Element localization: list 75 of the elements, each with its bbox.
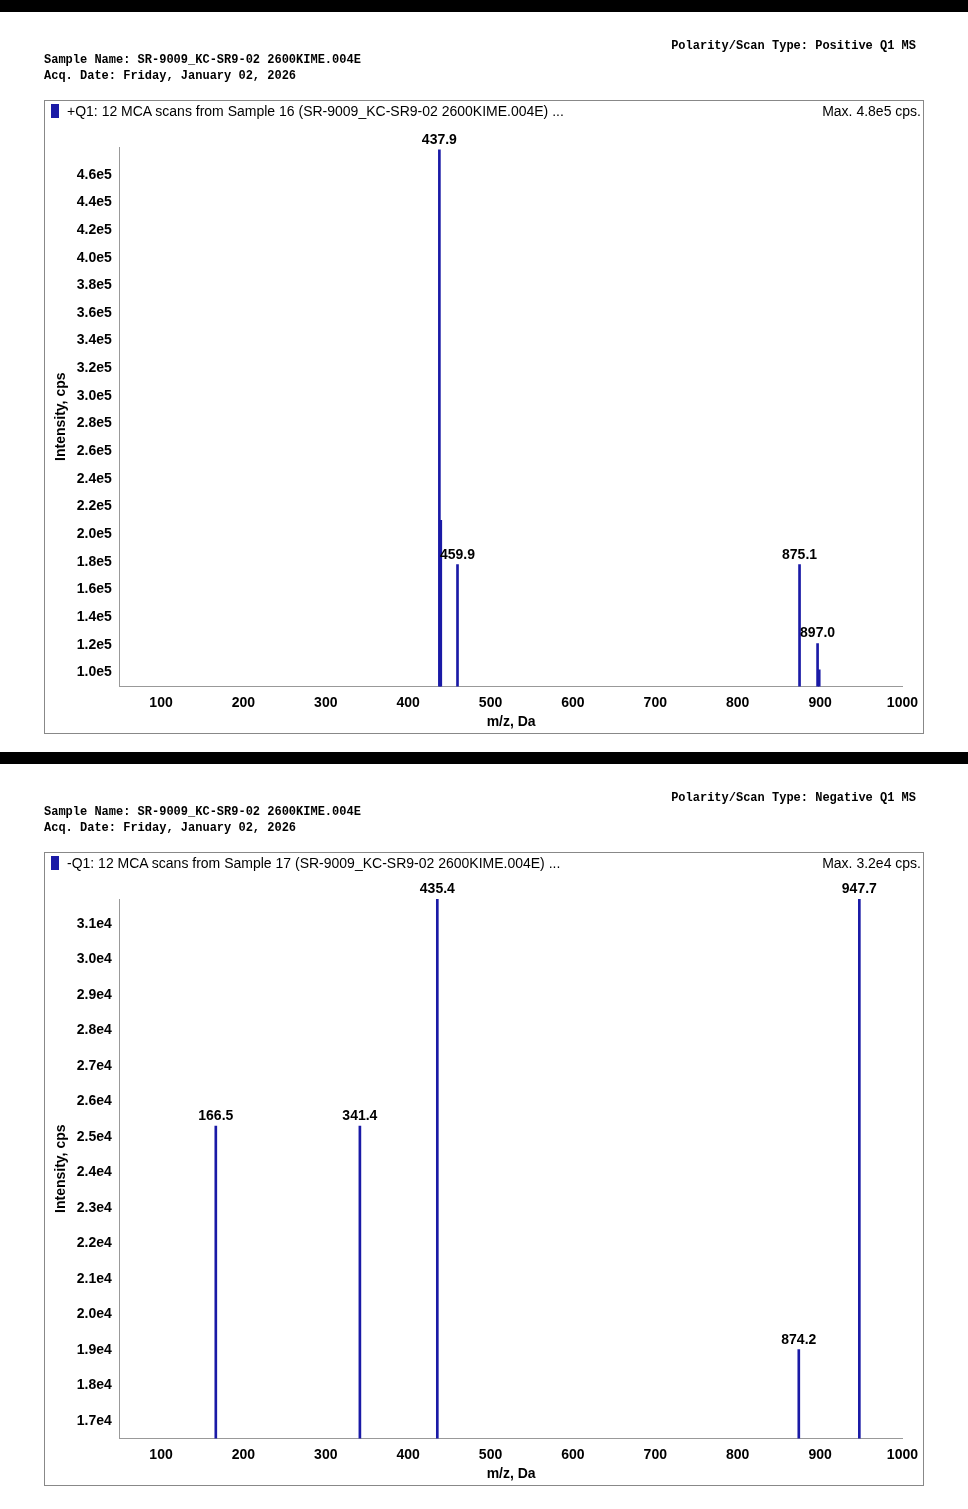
text: Sample Name: SR-9009_KC-SR9-02 2600KIME.004E <box>44 53 362 67</box>
text: Max. 3.2e4 cps. <box>822 855 921 871</box>
y-tick-label: 2.8e5 <box>76 414 113 431</box>
x-tick-label: 200 <box>231 693 256 710</box>
y-tick-label: 2.4e4 <box>76 1163 113 1180</box>
y-tick-label: 3.1e4 <box>76 914 113 931</box>
x-tick-label: 700 <box>643 693 668 710</box>
y-tick-label: 2.9e4 <box>76 985 113 1002</box>
y-tick-label: 4.2e5 <box>76 220 113 237</box>
text: Polarity/Scan Type: Negative Q1 MS <box>671 791 916 805</box>
y-tick-label: 2.5e4 <box>76 1127 113 1144</box>
y-tick-label: 1.8e5 <box>76 552 113 569</box>
text: Acq. Date: Friday, January 02, 2026 <box>44 821 298 835</box>
y-tick-label: 1.0e5 <box>76 663 113 680</box>
y-tick-label: 2.7e4 <box>76 1056 113 1073</box>
y-tick-label: 4.6e5 <box>76 165 113 182</box>
x-tick-label: 400 <box>396 1445 421 1462</box>
x-tick-label: 600 <box>561 693 585 710</box>
x-tick-label: 100 <box>149 1445 173 1462</box>
annotation: 341.4 <box>342 1106 378 1123</box>
x-tick-label: 300 <box>314 1445 338 1462</box>
y-tick-label: 4.0e5 <box>76 248 113 265</box>
annotation: 947.7 <box>841 879 878 896</box>
x-axis-title: m/z, Da <box>486 1465 536 1482</box>
y-tick-label: 1.4e5 <box>76 608 113 625</box>
y-tick-label: 2.6e4 <box>76 1092 113 1109</box>
y-axis-title: Intensity, cps <box>52 1124 69 1213</box>
annotation: 166.5 <box>198 1106 234 1123</box>
y-tick-label: 2.2e4 <box>76 1234 113 1251</box>
y-tick-label: 2.1e4 <box>76 1269 113 1286</box>
text: Sample Name: SR-9009_KC-SR9-02 2600KIME.004E <box>44 805 362 819</box>
y-tick-label: 1.7e4 <box>76 1411 113 1428</box>
y-tick-label: 1.2e5 <box>76 635 113 652</box>
x-tick-label: 1000 <box>886 693 919 710</box>
x-tick-label: 800 <box>725 693 750 710</box>
y-tick-label: 2.2e5 <box>76 497 113 514</box>
annotation: 435.4 <box>419 879 456 896</box>
x-tick-label: 500 <box>478 693 503 710</box>
y-tick-label: 3.4e5 <box>76 331 113 348</box>
x-tick-label: 600 <box>561 1445 585 1462</box>
y-tick-label: 3.0e4 <box>76 950 113 967</box>
legend-label: +Q1: 12 MCA scans from Sample 16 (SR-9009_KC-SR9-02 2600KIME.004E) ... <box>67 103 564 119</box>
y-tick-label: 1.6e5 <box>76 580 113 597</box>
annotation: 437.9 <box>421 130 458 147</box>
y-axis-title: Intensity, cps <box>52 372 69 461</box>
y-tick-label: 1.9e4 <box>76 1340 113 1357</box>
x-tick-label: 100 <box>149 693 173 710</box>
y-tick-label: 2.0e5 <box>76 525 113 542</box>
text: Polarity/Scan Type: Positive Q1 MS <box>671 39 916 53</box>
y-tick-label: 3.2e5 <box>76 359 113 376</box>
text: Acq. Date: Friday, January 02, 2026 <box>44 69 298 83</box>
annotation: 875.1 <box>782 545 818 562</box>
text: Max. 4.8e5 cps. <box>822 103 921 119</box>
x-tick-label: 300 <box>314 693 338 710</box>
legend-label: -Q1: 12 MCA scans from Sample 17 (SR-9009_KC-SR9-02 2600KIME.004E) ... <box>67 855 561 871</box>
y-tick-label: 3.0e5 <box>76 386 113 403</box>
x-tick-label: 200 <box>231 1445 256 1462</box>
y-tick-label: 2.8e4 <box>76 1021 113 1038</box>
y-tick-label: 2.4e5 <box>76 469 113 486</box>
y-tick-label: 4.4e5 <box>76 193 113 210</box>
x-tick-label: 1000 <box>886 1445 919 1462</box>
x-axis-title: m/z, Da <box>486 713 536 730</box>
y-tick-label: 3.6e5 <box>76 303 113 320</box>
x-tick-label: 400 <box>396 693 421 710</box>
x-tick-label: 700 <box>643 1445 668 1462</box>
annotation: 874.2 <box>781 1330 817 1347</box>
y-tick-label: 3.8e5 <box>76 276 113 293</box>
y-tick-label: 1.8e4 <box>76 1376 113 1393</box>
x-tick-label: 900 <box>808 693 832 710</box>
y-tick-label: 2.3e4 <box>76 1198 113 1215</box>
x-tick-label: 800 <box>725 1445 750 1462</box>
y-tick-label: 2.6e5 <box>76 442 113 459</box>
y-tick-label: 2.0e4 <box>76 1305 113 1322</box>
x-tick-label: 500 <box>478 1445 503 1462</box>
x-tick-label: 900 <box>808 1445 832 1462</box>
